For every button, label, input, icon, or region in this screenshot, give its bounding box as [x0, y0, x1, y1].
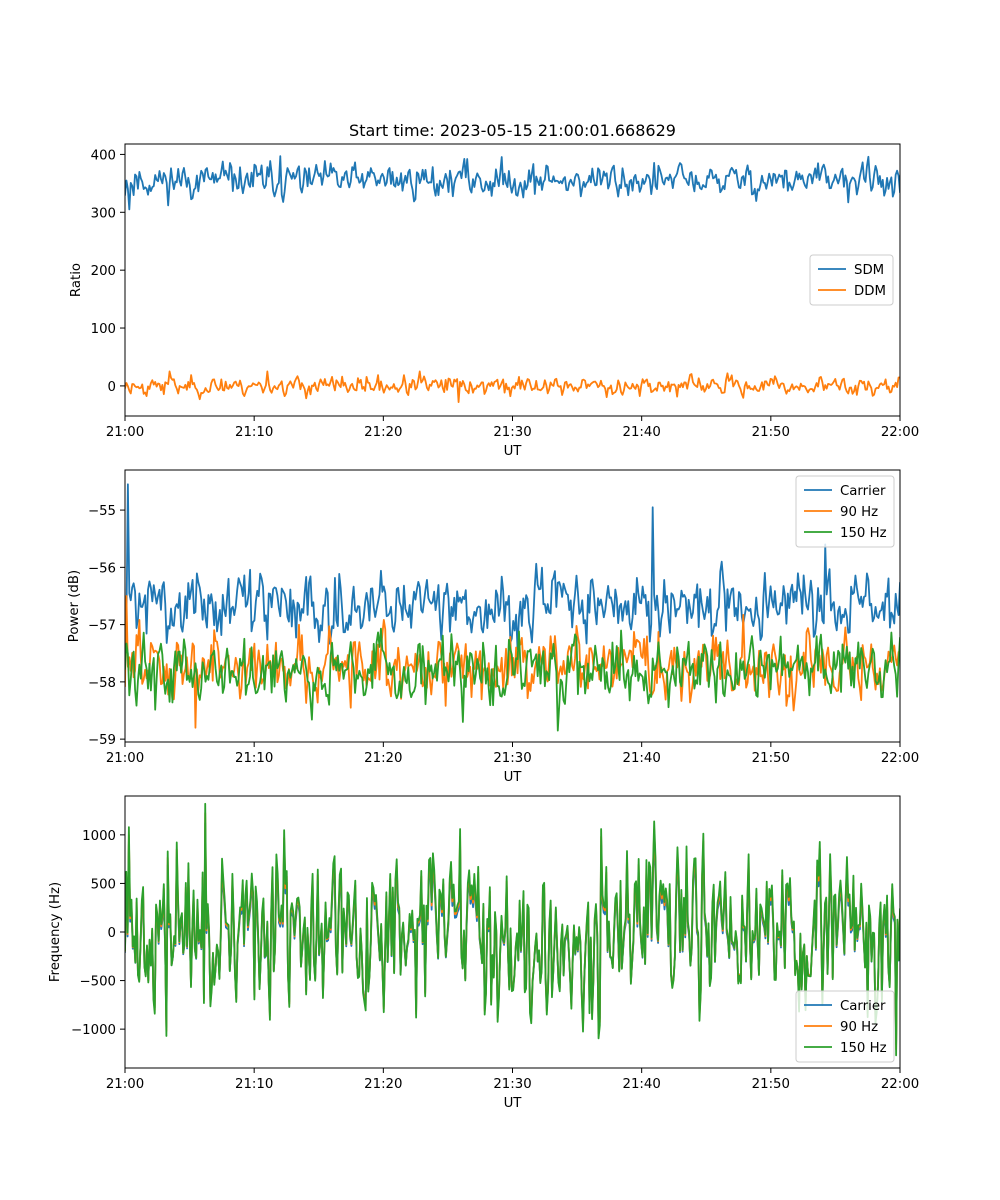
y-tick-label: 200 [91, 264, 116, 279]
x-tick-label: 21:10 [235, 751, 273, 766]
x-axis-label: UT [504, 444, 523, 459]
legend-box [795, 990, 895, 1063]
x-tick-label: 21:20 [364, 425, 402, 440]
x-tick-label: 21:00 [106, 425, 144, 440]
legend-label: Carrier [840, 999, 886, 1014]
y-tick-label: 100 [91, 322, 116, 337]
legend-box [795, 475, 895, 548]
series-line-ddm [125, 370, 900, 404]
legend-label: Carrier [840, 484, 886, 499]
x-tick-label: 22:00 [881, 425, 919, 440]
series-lines [125, 155, 900, 404]
legend: Carrier 90 Hz 150 Hz [795, 990, 895, 1063]
x-tick-label: 21:00 [106, 751, 144, 766]
y-tick-label: 400 [91, 148, 116, 163]
y-axis-label: Power (dB) [67, 570, 82, 642]
x-tick-label: 21:50 [752, 1077, 790, 1092]
x-tick-label: 21:30 [493, 1077, 531, 1092]
y-tick-label: −58 [88, 676, 116, 691]
y-tick-label: 0 [108, 926, 116, 941]
y-tick-label: −500 [79, 975, 116, 990]
y-tick-label: 1000 [82, 829, 116, 844]
x-axis-label: UT [504, 770, 523, 785]
series-line-carrier [125, 483, 900, 650]
legend-label: SDM [854, 263, 884, 278]
x-tick-label: 21:40 [623, 751, 661, 766]
y-tick-label: −57 [88, 619, 116, 634]
series-lines [125, 802, 900, 1057]
x-axis-label: UT [504, 1096, 523, 1111]
x-tick-label: 21:30 [493, 751, 531, 766]
x-tick-label: 22:00 [881, 1077, 919, 1092]
series-line-150-hz [125, 627, 900, 732]
y-tick-label: 300 [91, 206, 116, 221]
subplot-2: 21:00 21:10 21:20 21:30 21:40 21:50 22:00 −59 −5… [67, 469, 919, 785]
y-tick-label: −56 [88, 561, 116, 576]
x-tick-label: 21:40 [623, 425, 661, 440]
legend-label: 150 Hz [840, 1041, 887, 1056]
x-tick-label: 21:40 [623, 1077, 661, 1092]
subplot-3: 21:00 21:10 21:20 21:30 21:40 21:50 22:00 −1000… [48, 795, 919, 1111]
x-tick-label: 21:20 [364, 1077, 402, 1092]
legend: Carrier 90 Hz 150 Hz [795, 475, 895, 548]
x-tick-label: 22:00 [881, 751, 919, 766]
legend-box [809, 254, 894, 306]
x-tick-label: 21:50 [752, 425, 790, 440]
y-axis-label: Ratio [69, 263, 84, 297]
x-tick-label: 21:50 [752, 751, 790, 766]
legend: SDM DDM [809, 254, 894, 306]
series-line-sdm [125, 155, 900, 211]
figure-title: Start time: 2023-05-15 21:00:01.668629 [349, 121, 676, 140]
y-tick-label: −55 [88, 504, 116, 519]
x-tick-label: 21:10 [235, 1077, 273, 1092]
x-tick-label: 21:30 [493, 425, 531, 440]
x-tick-label: 21:00 [106, 1077, 144, 1092]
subplots: 21:00 21:10 21:20 21:30 21:40 21:50 22:00 0 100 2… [48, 143, 919, 1111]
series-line-150-hz [125, 802, 900, 1057]
legend-label: DDM [854, 284, 886, 299]
y-tick-label: −1000 [71, 1023, 116, 1038]
subplot-1: 21:00 21:10 21:20 21:30 21:40 21:50 22:00 0 100 2… [69, 143, 919, 459]
legend-label: 150 Hz [840, 526, 887, 541]
y-tick-label: 500 [91, 877, 116, 892]
x-tick-label: 21:20 [364, 751, 402, 766]
series-lines [125, 483, 900, 732]
legend-label: 90 Hz [840, 1020, 878, 1035]
legend-label: 90 Hz [840, 505, 878, 520]
y-tick-label: 0 [108, 380, 116, 395]
y-tick-label: −59 [88, 733, 116, 748]
y-axis-label: Frequency (Hz) [48, 882, 63, 982]
x-tick-label: 21:10 [235, 425, 273, 440]
